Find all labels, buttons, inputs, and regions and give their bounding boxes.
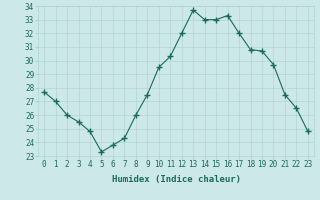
X-axis label: Humidex (Indice chaleur): Humidex (Indice chaleur) — [111, 175, 241, 184]
